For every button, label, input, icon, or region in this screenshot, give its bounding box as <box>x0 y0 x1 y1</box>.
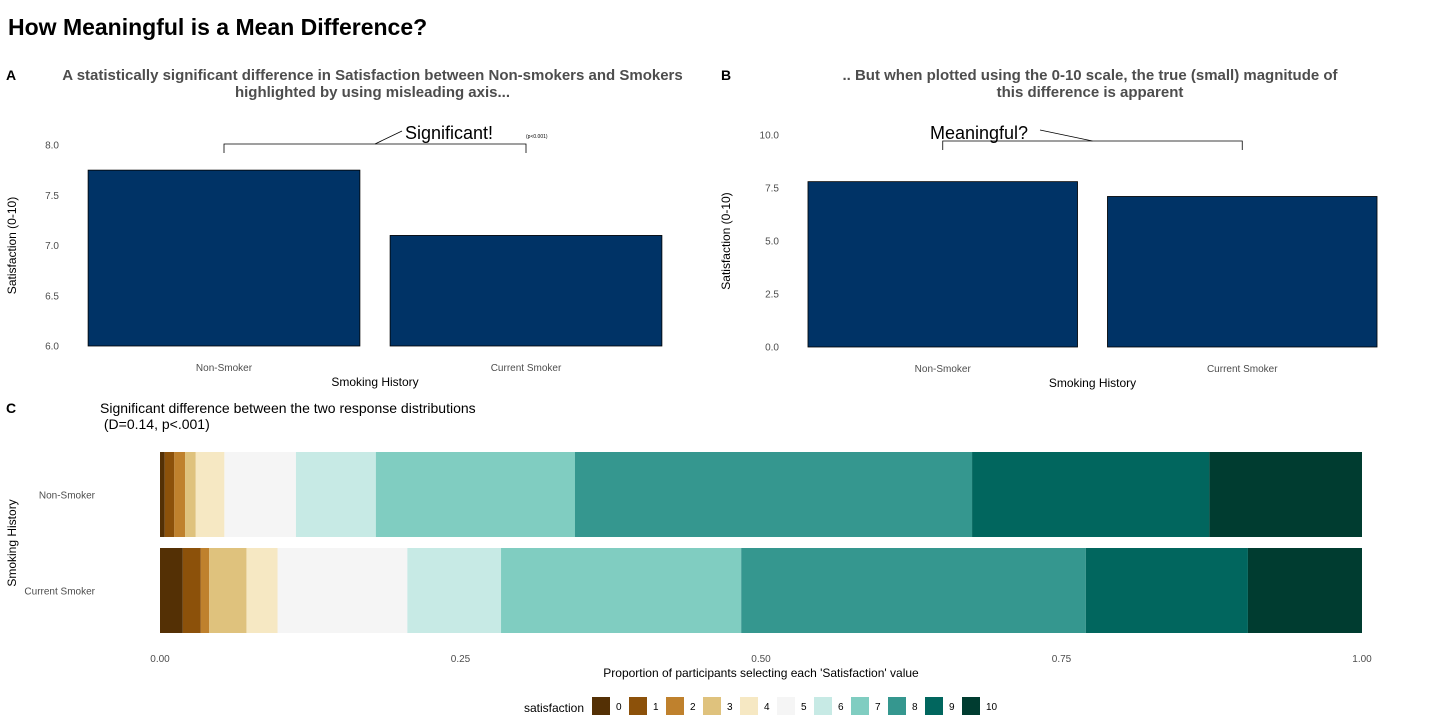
panel-a-title-line1: A statistically significant difference i… <box>62 67 683 84</box>
panel-c-segment-10 <box>1247 548 1362 633</box>
panel-c-title: Significant difference between the two r… <box>100 400 476 432</box>
panel-a-title: A statistically significant difference i… <box>25 67 720 101</box>
legend-label: 3 <box>727 702 733 713</box>
legend-label: 10 <box>986 702 998 713</box>
panel-a-ytick-label: 6.0 <box>45 342 59 353</box>
legend-swatch-0 <box>592 697 610 715</box>
panel-a-bar <box>87 169 361 347</box>
legend-label: 0 <box>616 702 622 713</box>
panel-c-segment-9 <box>1085 548 1248 633</box>
panel-c-xtick-label: 0.00 <box>150 654 170 665</box>
panel-c-segment-7 <box>375 452 575 537</box>
panel-b-title-line1: .. But when plotted using the 0-10 scale… <box>842 67 1338 84</box>
panel-a-title-line2: highlighted by using misleading axis... <box>234 84 511 101</box>
panel-c-segment-6 <box>407 548 502 633</box>
legend-swatch-9 <box>925 697 943 715</box>
legend-title: satisfaction <box>524 701 584 715</box>
panel-c-title-line1: Significant difference between the two r… <box>100 400 476 416</box>
panel-b-ytick-label: 7.5 <box>765 184 779 195</box>
legend-label: 8 <box>912 702 918 713</box>
panel-c-segment-1 <box>164 452 175 537</box>
panel-b-ytick-label: 2.5 <box>765 290 779 301</box>
panel-c-segment-8 <box>574 452 973 537</box>
legend-swatch-1 <box>629 697 647 715</box>
panel-c-segment-0 <box>160 548 183 633</box>
panel-a-ytick-label: 8.0 <box>45 141 59 152</box>
panel-a-ytick-label: 7.5 <box>45 191 59 202</box>
panel-b-xtick-label: Current Smoker <box>1207 364 1278 375</box>
legend-swatch-4 <box>740 697 758 715</box>
panel-a-xtick-label: Current Smoker <box>491 363 562 374</box>
panel-c-tag: C <box>6 400 17 416</box>
panel-a-bar <box>389 235 663 347</box>
panel-b-bar <box>807 181 1078 348</box>
panel-a-annotation-leader <box>374 130 403 145</box>
legend-label: 5 <box>801 702 807 713</box>
legend-swatch-2 <box>666 697 684 715</box>
legend-swatch-8 <box>888 697 906 715</box>
panel-c-segment-2 <box>174 452 186 537</box>
panel-c-segment-8 <box>741 548 1086 633</box>
legend-swatch-5 <box>777 697 795 715</box>
panel-a-tag: A <box>6 67 17 83</box>
panel-b-x-axis-label: Smoking History <box>1049 376 1136 390</box>
legend-swatch-6 <box>814 697 832 715</box>
panel-c-category-label: Current Smoker <box>24 587 95 598</box>
panel-b-title: .. But when plotted using the 0-10 scale… <box>740 67 1429 101</box>
panel-a-x-axis-label: Smoking History <box>331 375 418 389</box>
panel-a-bracket <box>223 143 527 153</box>
panel-a-annotation: Significant! <box>405 123 493 143</box>
panel-c-segment-7 <box>501 548 742 633</box>
legend-label: 2 <box>690 702 696 713</box>
panel-c-segment-2 <box>200 548 210 633</box>
panel-c-x-axis-label: Proportion of participants selecting eac… <box>603 666 919 680</box>
panel-c-xtick-label: 0.25 <box>451 654 471 665</box>
legend-label: 9 <box>949 702 955 713</box>
panel-c-segment-9 <box>972 452 1210 537</box>
panel-b-bar <box>1107 196 1378 348</box>
panel-a-ytick-label: 6.5 <box>45 291 59 302</box>
legend-label: 7 <box>875 702 881 713</box>
panel-c-xtick-label: 1.00 <box>1352 654 1372 665</box>
panel-c-segment-5 <box>224 452 296 537</box>
panel-c-title-line2: (D=0.14, p<.001) <box>100 416 210 432</box>
panel-c-segment-0 <box>160 452 165 537</box>
panel-b-annotation-leader <box>1039 129 1093 142</box>
panel-c-segment-10 <box>1209 452 1362 537</box>
panel-c-segment-5 <box>277 548 408 633</box>
legend-label: 4 <box>764 702 770 713</box>
panel-a-ytick-label: 7.0 <box>45 241 59 252</box>
legend-label: 1 <box>653 702 659 713</box>
panel-b-tag: B <box>721 67 732 83</box>
legend-swatch-3 <box>703 697 721 715</box>
panel-c-segment-3 <box>209 548 247 633</box>
panel-b-annotation: Meaningful? <box>930 123 1028 143</box>
panel-a-annotation-subtext: (p<0.001) <box>526 134 548 140</box>
panel-b-xtick-label: Non-Smoker <box>915 364 972 375</box>
panel-a-y-axis-label: Satisfaction (0-10) <box>5 197 19 294</box>
panel-c-segment-1 <box>182 548 201 633</box>
panel-c-segment-6 <box>295 452 376 537</box>
panel-c-xtick-label: 0.75 <box>1052 654 1072 665</box>
legend-label: 6 <box>838 702 844 713</box>
panel-b-ytick-label: 5.0 <box>765 237 779 248</box>
panel-c-category-label: Non-Smoker <box>39 491 96 502</box>
page-title: How Meaningful is a Mean Difference? <box>8 14 428 40</box>
panel-b-ytick-label: 10.0 <box>760 131 780 142</box>
panel-c-segment-4 <box>246 548 278 633</box>
panel-c-segment-3 <box>185 452 196 537</box>
legend-swatch-10 <box>962 697 980 715</box>
panel-a-xtick-label: Non-Smoker <box>196 363 253 374</box>
legend-swatch-7 <box>851 697 869 715</box>
panel-c-y-axis-label: Smoking History <box>5 499 19 586</box>
panel-b-y-axis-label: Satisfaction (0-10) <box>719 192 733 289</box>
panel-b-title-line2: this difference is apparent <box>996 84 1184 101</box>
panel-c-segment-4 <box>195 452 225 537</box>
panel-c-xtick-label: 0.50 <box>751 654 771 665</box>
panel-b-ytick-label: 0.0 <box>765 343 779 354</box>
